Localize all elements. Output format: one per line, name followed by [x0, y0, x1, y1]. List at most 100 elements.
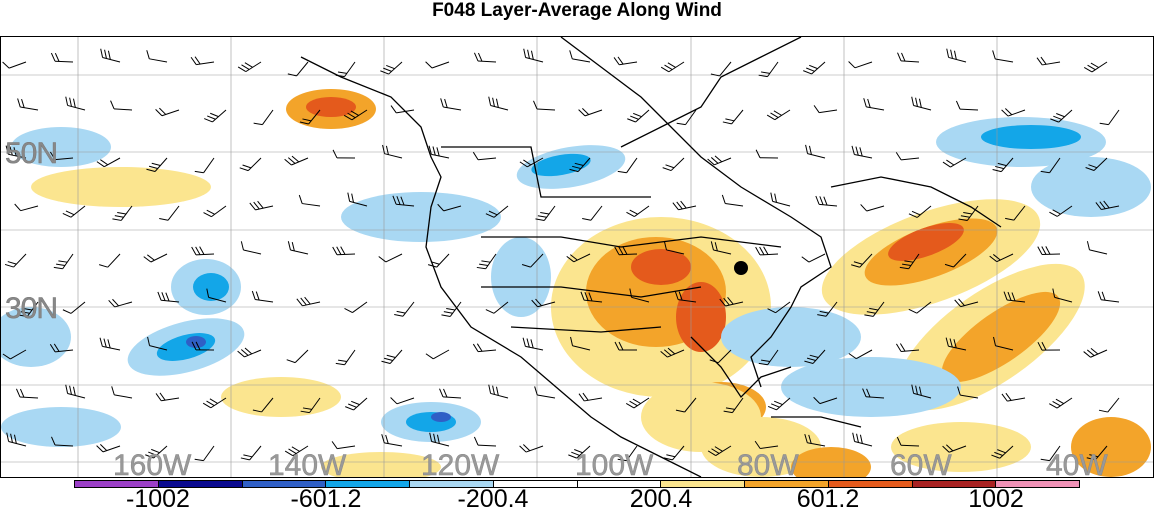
wind-barb [288, 57, 308, 79]
wind-barb [677, 105, 696, 128]
wind-barb [1100, 105, 1119, 128]
wind-barb [287, 241, 310, 254]
wind-barb [1097, 291, 1120, 302]
wind-barb [204, 200, 226, 219]
shaded-contour [631, 249, 691, 285]
lon-label-140w: 140W [268, 449, 346, 478]
lon-label-60w: 60W [890, 449, 952, 478]
wind-barb [5, 248, 26, 269]
wind-barb [1002, 390, 1025, 402]
wind-barb [769, 193, 792, 206]
shaded-contour [676, 282, 726, 352]
wind-barb [568, 50, 591, 62]
wind-barb [298, 195, 321, 206]
wind-barb [98, 338, 121, 350]
wind-barb [614, 54, 637, 65]
wind-barb [1037, 54, 1060, 65]
wind-barb [110, 386, 133, 398]
wind-barb [51, 53, 73, 62]
colorbar-label-pos200: 200.4 [630, 485, 693, 514]
lon-label-120w: 120W [421, 449, 499, 478]
shaded-contour [781, 357, 961, 417]
wind-barb [721, 195, 744, 206]
wind-barb [759, 57, 778, 80]
coastline-path [621, 37, 801, 147]
wind-barb [297, 294, 320, 306]
colorbar-label-pos1002: 1002 [968, 485, 1024, 514]
shaded-contour [431, 412, 451, 422]
wind-barb [380, 56, 402, 77]
wind-barb [439, 98, 462, 110]
wind-barb [241, 441, 261, 463]
wind-barb [195, 153, 214, 176]
wind-barb [473, 342, 496, 352]
wind-barb [250, 198, 273, 211]
wind-barb [99, 249, 120, 271]
shaded-contour [341, 192, 501, 242]
wind-barb [64, 97, 87, 110]
contour-shading [1, 89, 1151, 478]
wind-barb [767, 103, 790, 122]
wind-barb [956, 101, 978, 110]
wind-barb [849, 54, 872, 69]
wind-barb [474, 437, 496, 446]
wind-barb [426, 54, 449, 69]
wind-barb [240, 241, 263, 254]
wind-barb [1049, 391, 1072, 410]
wind-barb [579, 390, 602, 401]
wind-barb [191, 54, 214, 65]
wind-barb [110, 101, 132, 110]
wind-barb [345, 296, 367, 315]
wind-barb [156, 390, 179, 401]
wind-barb [99, 49, 122, 62]
wind-barb [192, 246, 214, 255]
wind-barb [240, 152, 261, 173]
wind-barb [1038, 246, 1060, 255]
wind-barb [54, 249, 73, 272]
wind-barb [109, 294, 132, 308]
wind-barb [861, 198, 884, 212]
wind-barb [473, 150, 496, 160]
wind-barb [627, 104, 649, 125]
wind-barb [487, 385, 510, 398]
wind-barb [144, 247, 167, 264]
wind-barb [63, 296, 85, 316]
wind-barb [474, 53, 496, 62]
wind-barb [815, 196, 838, 206]
wind-barb [862, 98, 885, 110]
wind-barb [195, 441, 214, 464]
wind-barb [156, 102, 179, 117]
lon-label-40w: 40W [1046, 449, 1108, 478]
shaded-contour [981, 125, 1081, 149]
wind-barb [661, 55, 684, 74]
wind-barb [802, 247, 825, 264]
wind-barb [663, 152, 684, 173]
wind-barb [1086, 241, 1109, 254]
wind-barb [533, 101, 555, 110]
map-panel: 50N 30N 160W 140W 120W 100W 80W 60W 40W [0, 36, 1154, 478]
wind-barb [439, 389, 461, 398]
colorbar [74, 480, 1080, 488]
wind-barb [804, 145, 827, 158]
wind-barb [336, 345, 355, 368]
wind-barb [522, 49, 545, 62]
wind-barb [15, 198, 38, 211]
wind-barb [204, 104, 226, 125]
wind-barb [896, 150, 919, 160]
shaded-contour [221, 377, 341, 417]
wind-barb [487, 97, 510, 110]
wind-barb [1099, 393, 1119, 415]
lat-label-30n: 30N [5, 292, 57, 326]
wind-barb [1084, 55, 1107, 74]
wind-barb [756, 246, 778, 255]
shaded-contour [31, 167, 211, 207]
shaded-contour [721, 307, 861, 367]
wind-barb [521, 338, 544, 350]
map-canvas [1, 37, 1154, 478]
colorbar-label-neg1002: -1002 [126, 485, 190, 514]
wind-barb [333, 246, 355, 255]
wind-barb [251, 291, 274, 302]
wind-barb [287, 344, 308, 365]
wind-barb [1084, 343, 1107, 359]
colorbar-label-neg601: -601.2 [291, 485, 362, 514]
